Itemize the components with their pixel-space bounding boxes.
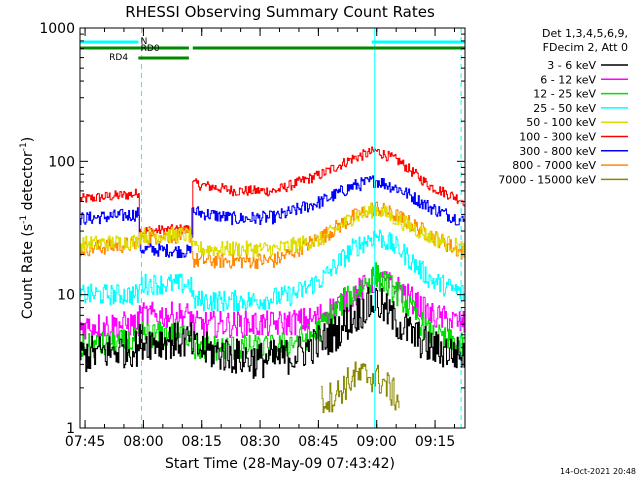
- x-axis: 07:45 08:00 08:15 08:30 08:45 09:00 09:15: [65, 28, 455, 450]
- legend-label-7000-15000-kev: 7000 - 15000 keV: [498, 173, 596, 186]
- timestamp: 14-Oct-2021 20:48: [560, 467, 636, 476]
- series-25-50-kev: [80, 229, 466, 312]
- legend-header-line-2: FDecim 2, Att 0: [543, 41, 628, 54]
- legend-label-300-800-kev: 300 - 800 keV: [519, 145, 596, 158]
- x-tick-label-0: 07:45: [65, 434, 105, 450]
- x-axis-label: Start Time (28-May-09 07:43:42): [165, 456, 395, 472]
- series-6-12-kev: [80, 268, 466, 340]
- series-300-800-kev: [80, 175, 466, 259]
- y-tick-label-3: 1000: [39, 21, 75, 37]
- x-tick-label-6: 09:15: [415, 434, 455, 450]
- series-12-25-kev: [80, 262, 466, 361]
- series-50-100-kev: [80, 202, 466, 258]
- legend-label-100-300-kev: 100 - 300 keV: [519, 131, 596, 144]
- chart-title: RHESSI Observing Summary Count Rates: [125, 3, 435, 21]
- flag-label-n: N: [141, 37, 148, 47]
- legend: Det 1,3,4,5,6,9, FDecim 2, Att 0 3 - 6 k…: [498, 27, 628, 186]
- y-axis-label: Count Rate (s-1 detector-1): [19, 137, 36, 319]
- flag-label-rd0: RD0: [141, 44, 160, 54]
- y-tick-label-1: 10: [57, 288, 75, 304]
- y-axis: 1 10 100 1000: [39, 21, 465, 437]
- legend-label-12-25-kev: 12 - 25 keV: [533, 88, 596, 101]
- series-7000-15000-kev: [321, 361, 400, 414]
- legend-label-6-12-kev: 6 - 12 keV: [540, 73, 596, 86]
- x-tick-label-4: 08:45: [298, 434, 338, 450]
- x-tick-label-3: 08:30: [240, 434, 280, 450]
- plot-frame: [79, 27, 466, 429]
- x-tick-label-1: 08:00: [123, 434, 163, 450]
- legend-label-800-7000-kev: 800 - 7000 keV: [512, 159, 596, 172]
- series-3-6-kev: [80, 287, 466, 379]
- series-layer: [80, 146, 466, 414]
- x-tick-label-2: 08:15: [182, 434, 222, 450]
- legend-header-line-1: Det 1,3,4,5,6,9,: [542, 27, 628, 40]
- flag-label-rd4: RD4: [109, 53, 128, 63]
- y-tick-label-0: 1: [66, 421, 75, 437]
- legend-label-25-50-kev: 25 - 50 keV: [533, 102, 596, 115]
- x-tick-label-5: 09:00: [357, 434, 397, 450]
- legend-label-3-6-kev: 3 - 6 keV: [547, 59, 596, 72]
- legend-label-50-100-kev: 50 - 100 keV: [526, 116, 596, 129]
- y-tick-label-2: 100: [48, 154, 75, 170]
- marker-layer: [140, 28, 462, 428]
